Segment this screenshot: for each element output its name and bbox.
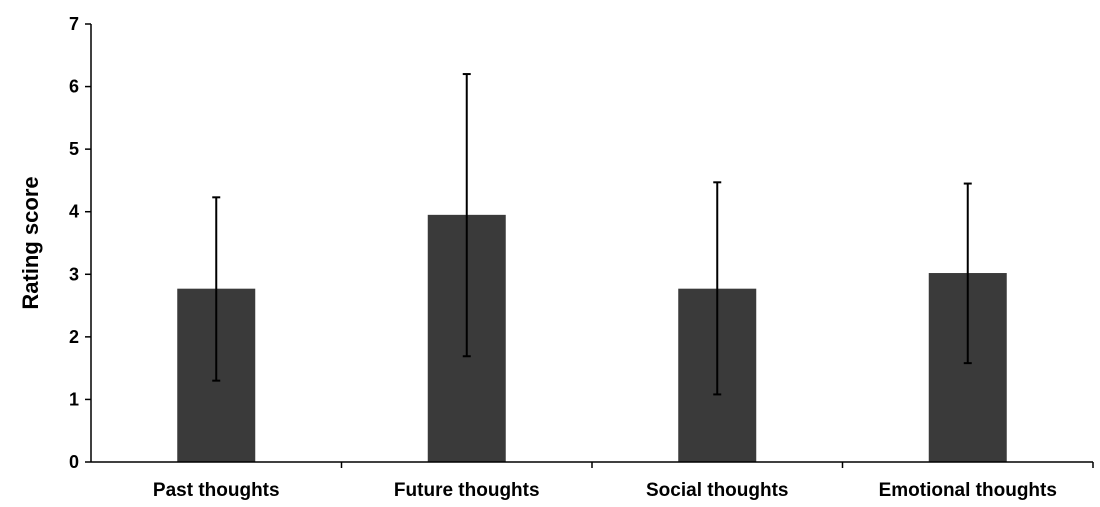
y-tick-label: 7: [69, 14, 79, 34]
x-tick-label: Past thoughts: [153, 480, 280, 501]
y-tick-label: 3: [69, 264, 79, 284]
y-ticks-layer: 0 1 2 3 4 5 6 7: [69, 14, 91, 472]
x-tick-label: Social thoughts: [646, 480, 789, 501]
x-tick-label: Future thoughts: [394, 480, 540, 501]
y-tick-label: 2: [69, 327, 79, 347]
y-tick-label: 4: [69, 202, 79, 222]
error-bars-layer: [212, 73, 972, 396]
y-tick-label: 1: [69, 389, 79, 409]
x-tick-label: Emotional thoughts: [879, 480, 1057, 501]
y-tick-label: 5: [69, 139, 79, 159]
bars-layer: [177, 214, 1007, 462]
y-tick-label: 0: [69, 452, 79, 472]
x-ticks-layer: Past thoughts Future thoughts Social thoug…: [153, 462, 1094, 501]
y-tick-label: 6: [69, 77, 79, 97]
y-axis-title: Rating score: [18, 176, 43, 309]
